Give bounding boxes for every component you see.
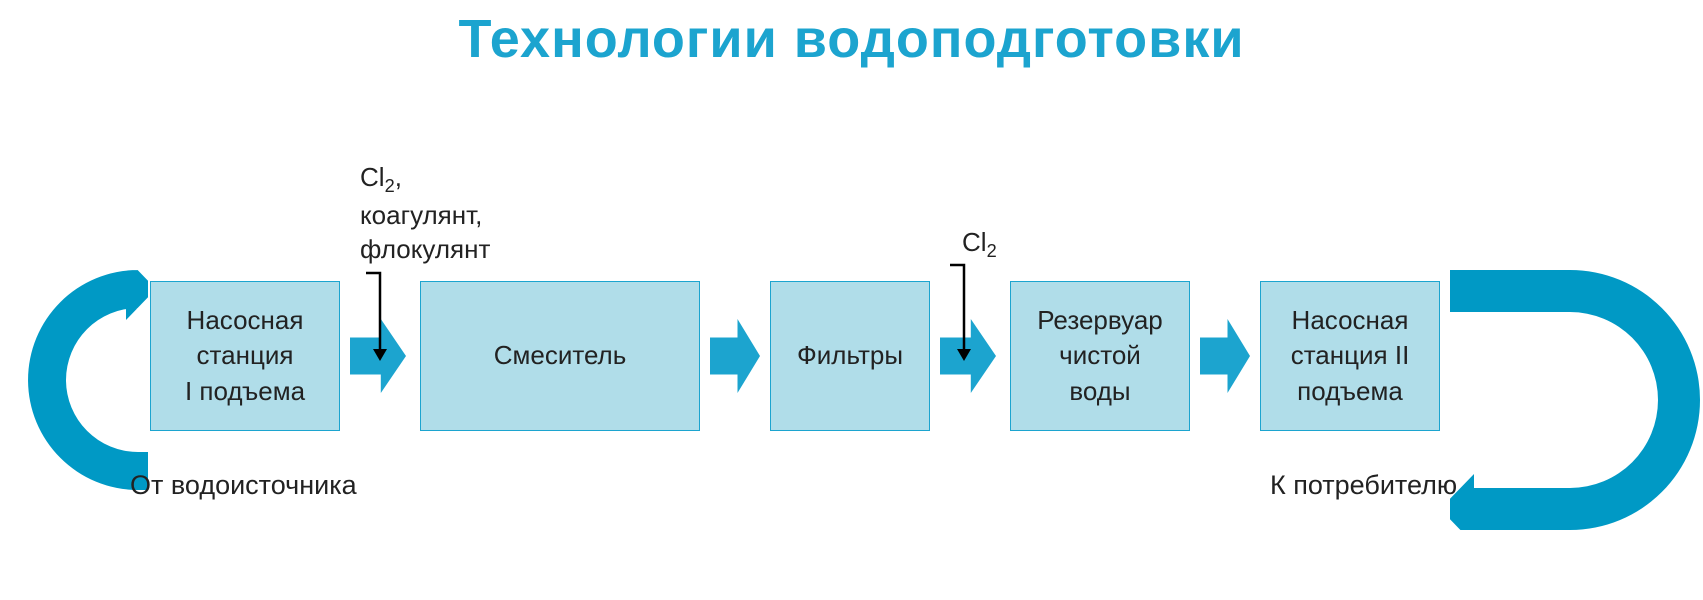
caption-1: К потребителю bbox=[1270, 470, 1457, 501]
node-pump1: НасоснаястанцияI подъема bbox=[150, 281, 340, 431]
page-title: Технологии водоподготовки bbox=[0, 0, 1703, 70]
injection-label-1: Cl2 bbox=[962, 226, 997, 264]
node-mixer: Смеситель bbox=[420, 281, 700, 431]
caption-0: От водоисточника bbox=[130, 470, 357, 501]
flow-diagram: НасоснаястанцияI подъема Смеситель Фильтры… bbox=[0, 120, 1703, 600]
flow-arrow-1 bbox=[710, 319, 760, 393]
flow-arrow-3 bbox=[1200, 319, 1250, 393]
curved-arrow-in bbox=[28, 270, 148, 495]
injection-label-0: Cl2,коагулянт,флокулянт bbox=[360, 161, 490, 266]
node-filters: Фильтры bbox=[770, 281, 930, 431]
node-pump2: Насоснаястанция IIподъема bbox=[1260, 281, 1440, 431]
curved-arrow-out bbox=[1450, 270, 1700, 535]
node-reservoir: Резервуарчистойводы bbox=[1010, 281, 1190, 431]
